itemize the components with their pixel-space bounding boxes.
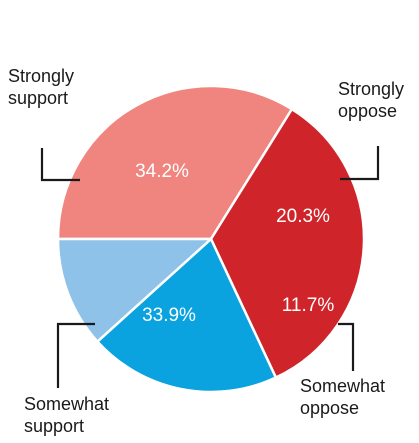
pie-slices	[56, 84, 366, 394]
category-label-line: support	[8, 88, 68, 108]
pie-slice-somewhat-oppose	[56, 237, 213, 343]
pie-slice-strongly-support	[209, 107, 366, 379]
pct-label-somewhat-support: 33.9%	[142, 305, 196, 326]
category-label-strongly-oppose: Strongly oppose	[338, 79, 404, 121]
category-label-strongly-support: Strongly support	[8, 66, 74, 108]
category-label-line: support	[24, 416, 84, 436]
category-label-line: Strongly	[338, 79, 404, 99]
leader-line-somewhat-oppose	[338, 322, 355, 371]
category-label-line: oppose	[300, 398, 359, 418]
category-label-somewhat-oppose: Somewhat oppose	[300, 376, 385, 418]
category-label-line: oppose	[338, 101, 397, 121]
pct-label-strongly-oppose: 20.3%	[276, 206, 330, 227]
leader-lines	[40, 146, 380, 388]
leader-line-somewhat-support	[56, 322, 95, 388]
leader-line-strongly-support	[40, 148, 80, 182]
pie-slice-strongly-oppose	[96, 237, 278, 394]
leader-line-strongly-oppose	[340, 146, 380, 181]
category-label-line: Strongly	[8, 66, 74, 86]
category-label-line: Somewhat	[300, 376, 385, 396]
category-label-line: Somewhat	[24, 394, 109, 414]
category-label-somewhat-support: Somewhat support	[24, 394, 109, 436]
pct-label-somewhat-oppose: 11.7%	[282, 295, 335, 316]
pct-label-strongly-support: 34.2%	[135, 161, 189, 182]
percentage-labels: 34.2% 20.3% 11.7% 33.9%	[135, 161, 334, 326]
